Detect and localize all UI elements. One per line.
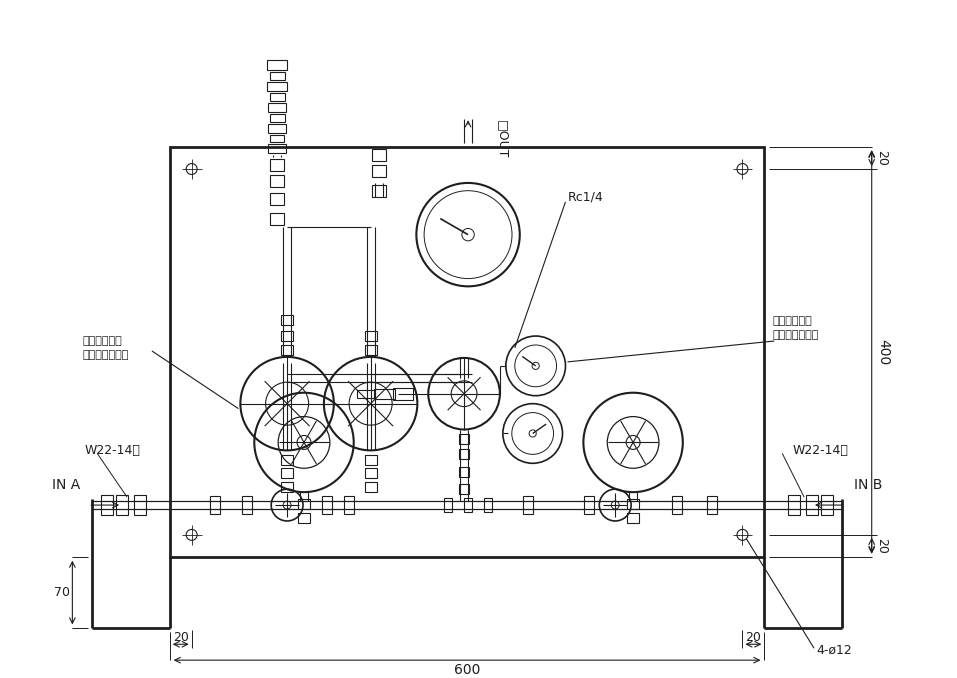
- Bar: [270, 72, 285, 79]
- Bar: [627, 499, 639, 509]
- Bar: [459, 484, 469, 494]
- Text: 70: 70: [55, 586, 71, 599]
- Bar: [444, 498, 452, 512]
- Text: 20: 20: [173, 631, 189, 644]
- Bar: [393, 388, 413, 399]
- Bar: [365, 456, 377, 465]
- Text: IN B: IN B: [854, 478, 882, 492]
- Text: 400: 400: [877, 339, 891, 365]
- Bar: [464, 498, 472, 512]
- Text: 20: 20: [746, 631, 762, 644]
- Bar: [270, 213, 284, 224]
- Bar: [459, 467, 469, 477]
- Bar: [365, 468, 377, 478]
- Bar: [459, 435, 469, 444]
- Text: （オプション）: （オプション）: [772, 330, 818, 340]
- Bar: [371, 185, 386, 197]
- Bar: [585, 496, 594, 514]
- Text: W22-14山: W22-14山: [84, 444, 140, 457]
- Bar: [371, 165, 386, 177]
- Text: 20: 20: [875, 538, 888, 554]
- Bar: [268, 104, 286, 113]
- Bar: [101, 495, 113, 515]
- Bar: [298, 499, 310, 509]
- Bar: [210, 496, 219, 514]
- Text: 4-ø12: 4-ø12: [816, 643, 852, 657]
- Bar: [270, 135, 284, 142]
- Bar: [298, 513, 310, 523]
- Bar: [365, 345, 377, 355]
- Text: 接点付圧力計: 接点付圧力計: [772, 316, 812, 326]
- Bar: [627, 513, 639, 523]
- Bar: [267, 60, 287, 70]
- Bar: [821, 495, 833, 515]
- Bar: [789, 495, 800, 515]
- Bar: [706, 496, 717, 514]
- Bar: [806, 495, 818, 515]
- Text: Rc1/4: Rc1/4: [568, 191, 603, 203]
- Bar: [116, 495, 128, 515]
- Bar: [242, 496, 253, 514]
- Text: IN A: IN A: [52, 478, 80, 492]
- Text: 20: 20: [875, 150, 888, 166]
- Bar: [371, 149, 386, 161]
- Bar: [365, 482, 377, 492]
- Text: □OUT: □OUT: [496, 120, 509, 159]
- Bar: [134, 495, 145, 515]
- Bar: [459, 450, 469, 459]
- Bar: [672, 496, 681, 514]
- Bar: [270, 115, 285, 122]
- Bar: [270, 94, 285, 102]
- Bar: [169, 147, 765, 557]
- Bar: [281, 468, 293, 478]
- Bar: [281, 456, 293, 465]
- Text: 600: 600: [454, 663, 480, 677]
- Bar: [373, 388, 395, 399]
- Bar: [270, 193, 284, 205]
- Bar: [357, 390, 374, 398]
- Bar: [322, 496, 332, 514]
- Bar: [281, 315, 293, 325]
- Bar: [365, 331, 377, 341]
- Text: 接点付圧力計: 接点付圧力計: [82, 336, 122, 346]
- Text: （オプション）: （オプション）: [82, 350, 128, 360]
- Bar: [281, 345, 293, 355]
- Bar: [268, 144, 286, 153]
- Bar: [270, 159, 284, 171]
- Bar: [268, 124, 286, 133]
- Bar: [270, 175, 284, 187]
- Bar: [281, 482, 293, 492]
- Bar: [267, 81, 287, 92]
- Bar: [344, 496, 354, 514]
- Bar: [484, 498, 492, 512]
- Bar: [523, 496, 533, 514]
- Text: W22-14山: W22-14山: [792, 444, 848, 457]
- Bar: [281, 331, 293, 341]
